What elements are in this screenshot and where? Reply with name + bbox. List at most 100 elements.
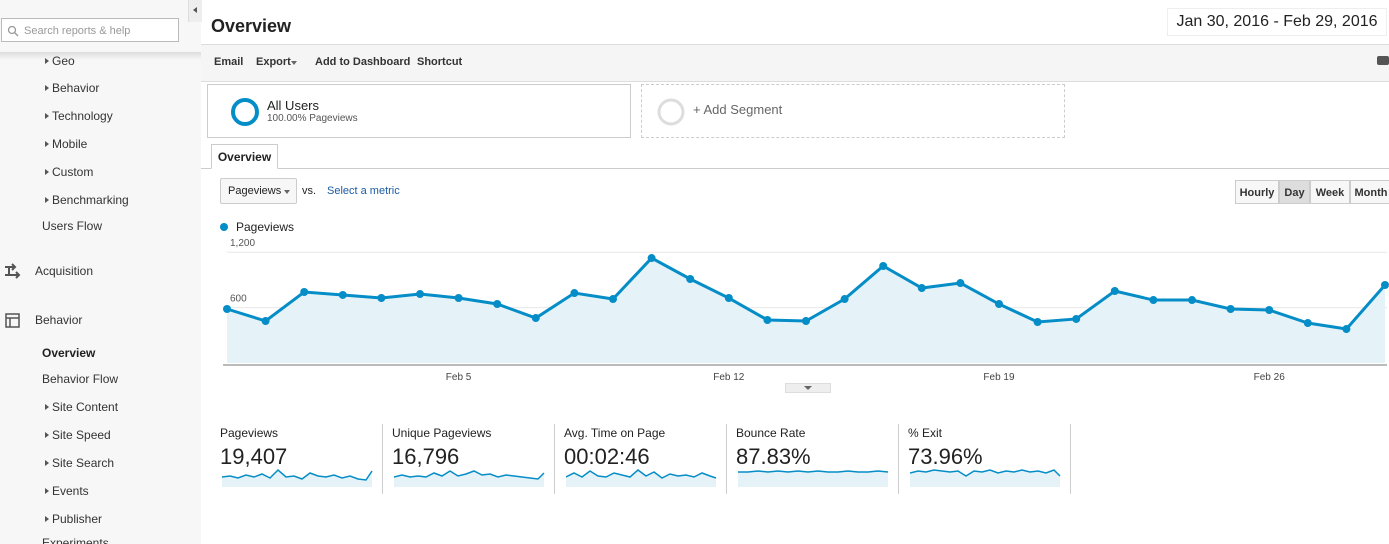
x-tick-label: Feb 5 bbox=[446, 372, 472, 383]
point bbox=[1226, 305, 1235, 313]
point bbox=[1033, 318, 1042, 327]
nav-item[interactable]: Users Flow bbox=[42, 219, 103, 233]
nav-item-active[interactable]: Overview bbox=[42, 346, 96, 360]
metric-value: 19,407 bbox=[220, 444, 288, 469]
search-icon bbox=[7, 25, 19, 37]
point bbox=[1072, 314, 1081, 323]
metric-card: Unique Pageviews 16,796 bbox=[392, 424, 552, 494]
granularity-button[interactable]: Month bbox=[1350, 180, 1389, 204]
point bbox=[261, 317, 270, 325]
metric-selected: Pageviews bbox=[228, 185, 282, 197]
point bbox=[917, 284, 926, 293]
point bbox=[609, 295, 617, 304]
metric-card: Pageviews 19,407 bbox=[220, 424, 380, 494]
nav-item[interactable]: Behavior Flow bbox=[42, 372, 119, 386]
legend-dot bbox=[220, 223, 228, 231]
point bbox=[493, 300, 502, 309]
behavior-icon bbox=[5, 313, 20, 328]
point bbox=[802, 317, 810, 325]
point bbox=[416, 290, 424, 299]
x-tick-label: Feb 12 bbox=[713, 372, 745, 383]
metric-separator bbox=[382, 424, 383, 494]
vs-label: vs. bbox=[302, 185, 317, 197]
point bbox=[338, 290, 347, 299]
metric-separator bbox=[1070, 424, 1071, 494]
segment-name: All Users bbox=[267, 98, 320, 113]
metric-label: Pageviews bbox=[220, 426, 279, 440]
metric-value: 16,796 bbox=[392, 444, 460, 469]
metric-card: % Exit 73.96% bbox=[908, 424, 1068, 494]
toolbar-button[interactable]: Export bbox=[256, 56, 291, 68]
metric-value: 73.96% bbox=[908, 444, 983, 469]
segment-ring bbox=[231, 98, 259, 126]
point bbox=[377, 294, 386, 303]
area bbox=[227, 258, 1385, 363]
acquisition-icon bbox=[5, 263, 21, 279]
sparkline bbox=[394, 470, 545, 487]
nav-item[interactable]: Custom bbox=[44, 165, 94, 179]
point bbox=[686, 275, 695, 283]
collapse-toggle[interactable] bbox=[188, 0, 202, 22]
tab[interactable]: Overview bbox=[211, 144, 278, 169]
point bbox=[1342, 325, 1351, 334]
nav-item[interactable]: Site Search bbox=[44, 456, 115, 470]
select-metric-link[interactable]: Select a metric bbox=[327, 185, 400, 197]
metric-card: Bounce Rate 87.83% bbox=[736, 424, 896, 494]
toolbar-button[interactable]: Email bbox=[214, 56, 244, 68]
point bbox=[300, 288, 309, 297]
nav-section[interactable]: Acquisition bbox=[35, 264, 94, 278]
nav-item[interactable]: Publisher bbox=[44, 512, 103, 526]
nav-section[interactable]: Behavior bbox=[35, 313, 83, 327]
nav-item[interactable]: Mobile bbox=[44, 137, 88, 151]
segment-detail: 100.00% Pageviews bbox=[267, 113, 358, 124]
point bbox=[570, 289, 579, 298]
metric-label: Avg. Time on Page bbox=[564, 426, 666, 440]
chart-collapse[interactable] bbox=[785, 383, 831, 393]
metric-dropdown[interactable]: Pageviews bbox=[220, 178, 297, 204]
metric-value: 87.83% bbox=[736, 444, 811, 469]
metric-separator bbox=[554, 424, 555, 494]
search-box[interactable]: Search reports & help bbox=[1, 18, 179, 42]
metric-label: Bounce Rate bbox=[736, 426, 806, 440]
scroll-shadow bbox=[0, 52, 201, 60]
metric-separator bbox=[726, 424, 727, 494]
point bbox=[956, 279, 965, 288]
point bbox=[531, 314, 540, 323]
nav-item[interactable]: Site Content bbox=[44, 400, 119, 414]
dropdown-caret bbox=[291, 61, 297, 65]
segment-card[interactable]: All Users 100.00% Pageviews bbox=[207, 84, 631, 138]
nav-item[interactable]: Geo bbox=[45, 54, 75, 68]
toolbar: Email Export Add to Dashboard Shortcut bbox=[201, 44, 1389, 82]
point bbox=[647, 254, 656, 263]
toolbar-button[interactable]: Shortcut bbox=[417, 56, 463, 68]
segment-ring-empty bbox=[657, 98, 685, 126]
point bbox=[1110, 287, 1119, 295]
granularity-button[interactable]: Week bbox=[1310, 180, 1350, 204]
point bbox=[1303, 319, 1312, 328]
add-segment[interactable]: + Add Segment bbox=[641, 84, 1065, 138]
sparkline bbox=[222, 468, 373, 487]
point bbox=[840, 295, 849, 304]
point bbox=[1149, 296, 1158, 305]
y-tick-label: 600 bbox=[230, 294, 247, 305]
nav-item[interactable]: Benchmarking bbox=[45, 193, 129, 207]
toolbar-button[interactable]: Add to Dashboard bbox=[315, 56, 411, 68]
nav-item[interactable]: Experiments bbox=[42, 536, 109, 544]
x-tick-label: Feb 26 bbox=[1254, 372, 1286, 383]
metric-card: Avg. Time on Page 00:02:46 bbox=[564, 424, 724, 494]
sparkline bbox=[738, 470, 889, 487]
nav-item[interactable]: Technology bbox=[45, 109, 113, 123]
metric-separator bbox=[898, 424, 899, 494]
hat-icon bbox=[1377, 56, 1389, 65]
point bbox=[1188, 296, 1196, 305]
granularity-button-active[interactable]: Day bbox=[1279, 180, 1310, 204]
nav-item[interactable]: Events bbox=[45, 484, 89, 498]
point bbox=[724, 294, 733, 303]
nav-item[interactable]: Behavior bbox=[44, 81, 100, 95]
granularity-button[interactable]: Hourly bbox=[1235, 180, 1279, 204]
point bbox=[879, 261, 888, 270]
nav-item[interactable]: Site Speed bbox=[45, 428, 111, 442]
date-range[interactable]: Jan 30, 2016 - Feb 29, 2016 bbox=[1167, 8, 1387, 36]
x-tick-label: Feb 19 bbox=[983, 372, 1015, 383]
